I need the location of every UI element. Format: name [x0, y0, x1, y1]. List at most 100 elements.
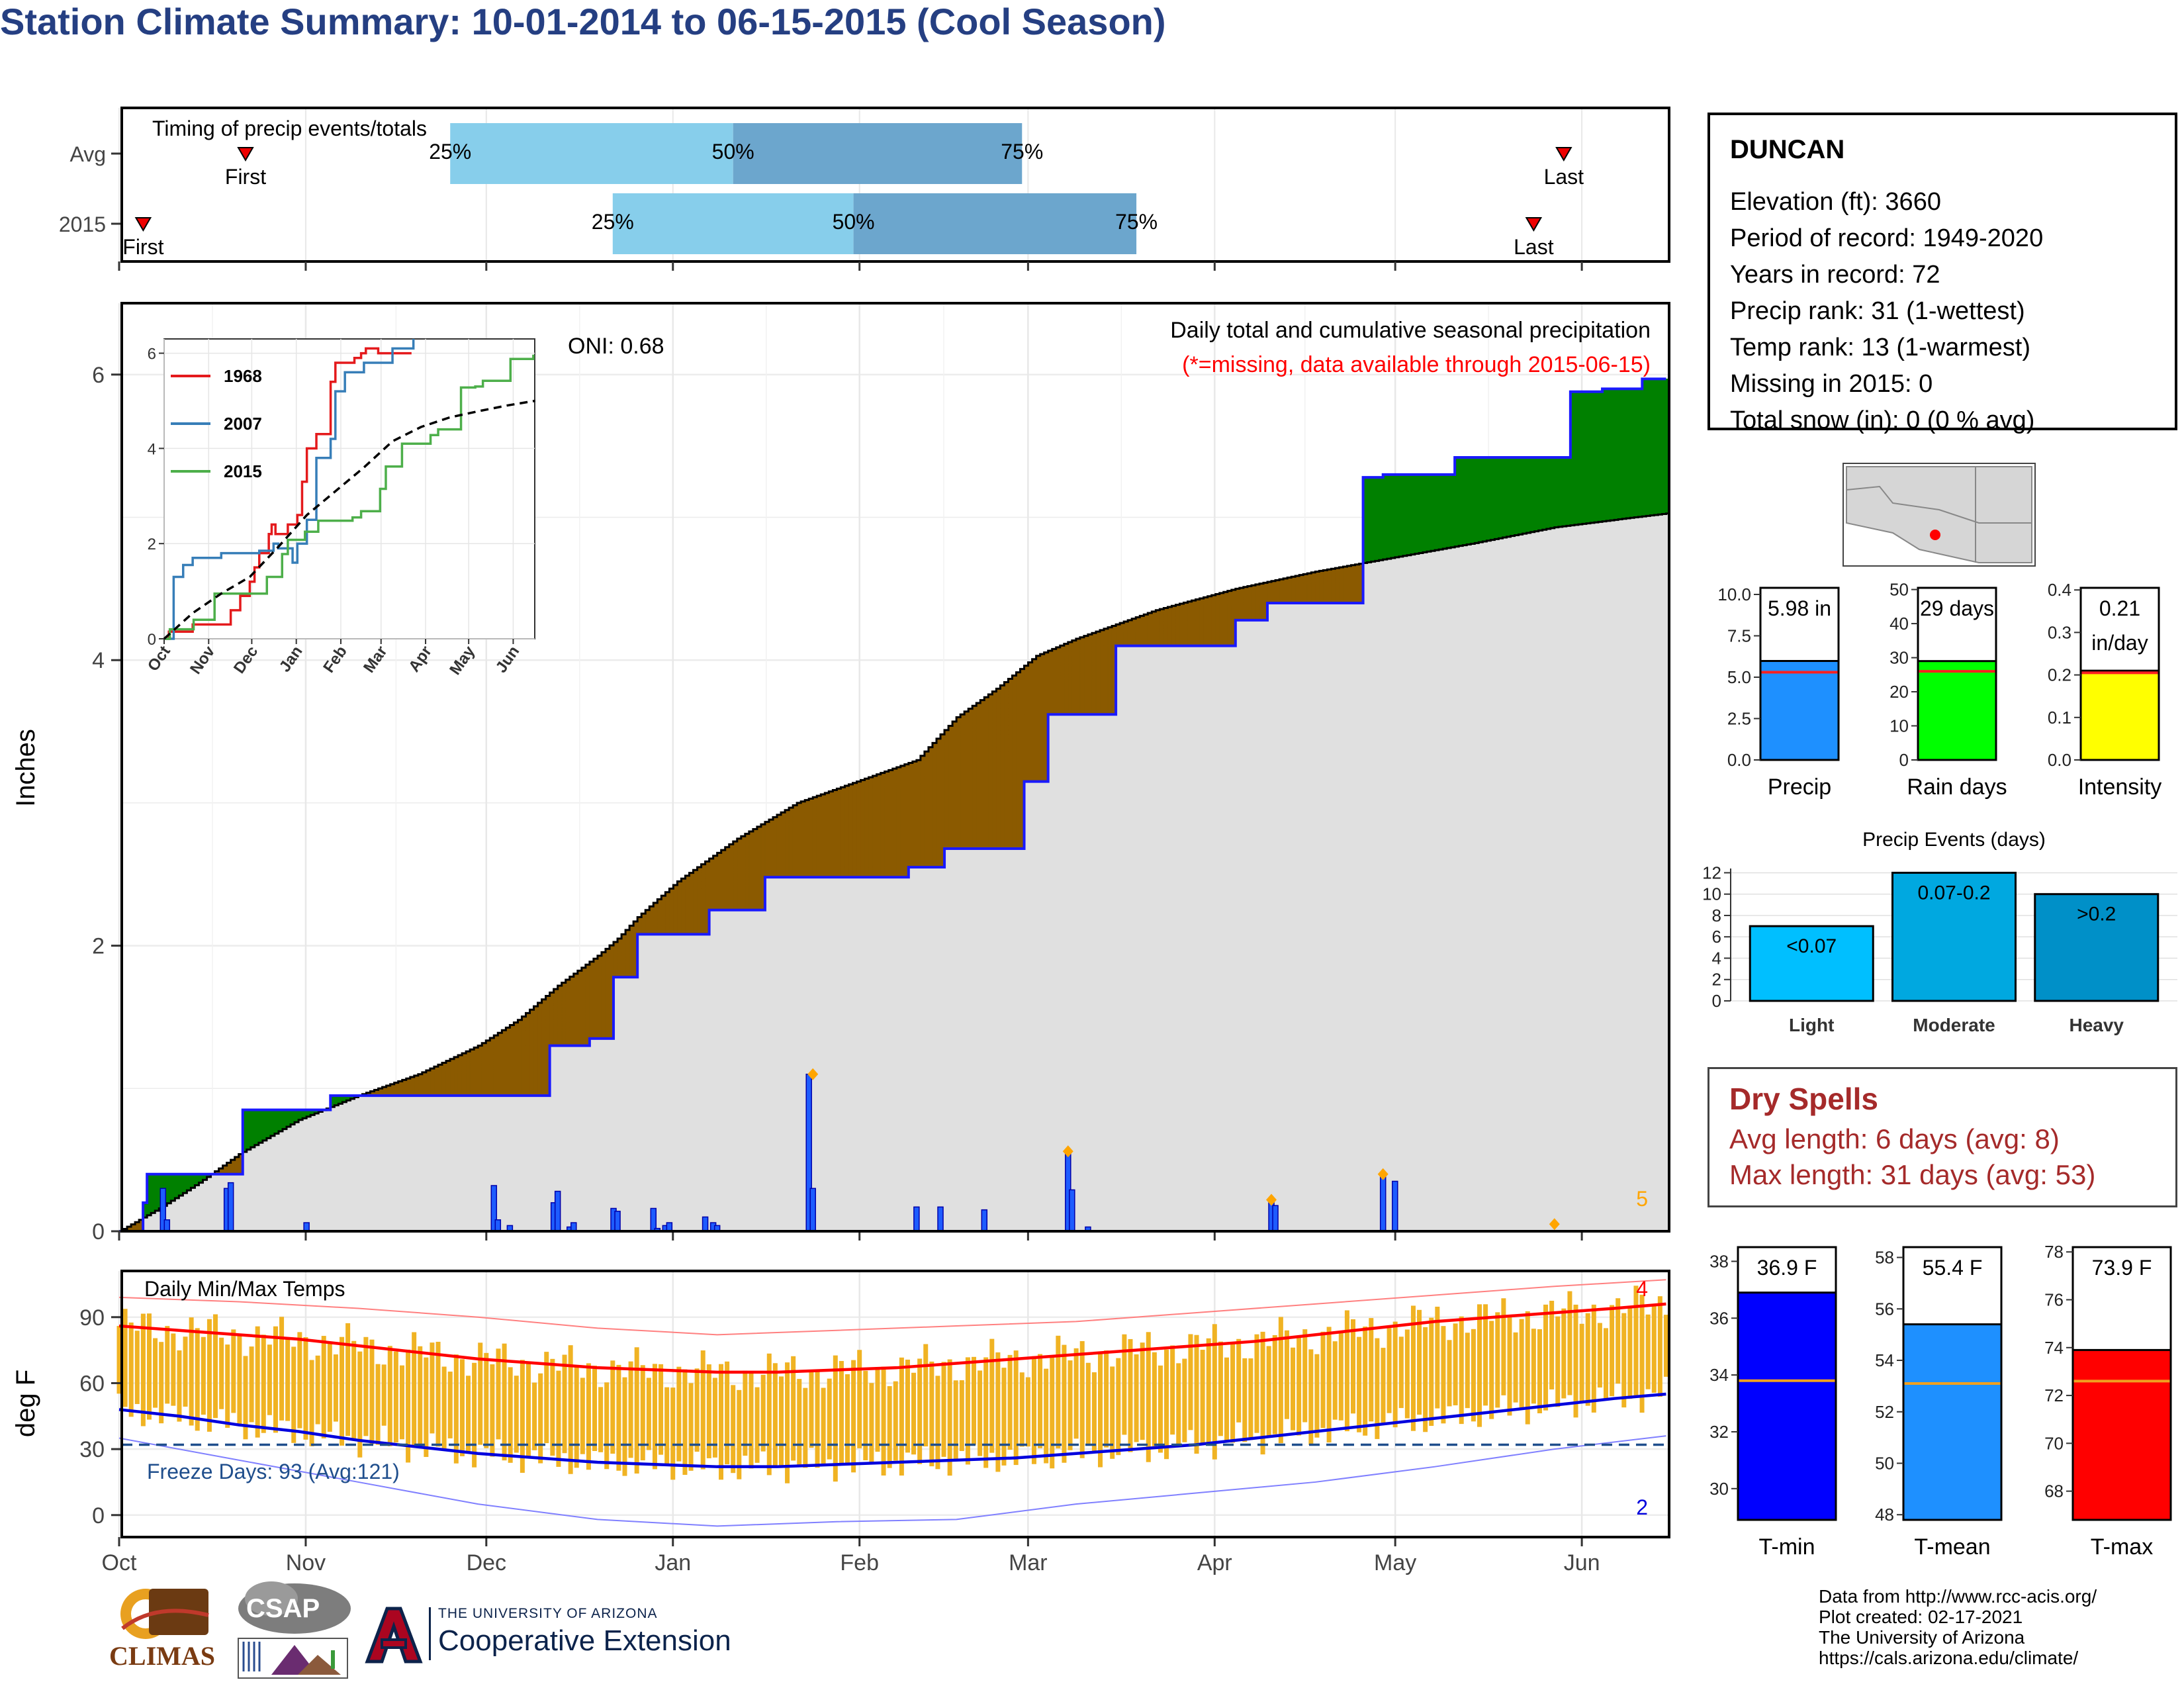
- tmax-mini-chart-y-tick-label: 76: [2044, 1290, 2064, 1310]
- daily-temp-bar: [929, 1361, 934, 1467]
- daily-temp-bar: [447, 1372, 453, 1438]
- csap-logo-icon: [238, 1581, 351, 1679]
- temperature-title: Daily Min/Max Temps: [144, 1277, 345, 1301]
- daily-precip-bar: [614, 1211, 621, 1232]
- inset-legend-label-2015: 2015: [224, 461, 262, 481]
- daily-temp-bar: [484, 1352, 489, 1448]
- daily-temp-bar: [923, 1344, 929, 1447]
- tmin-mini-chart-value-label-0: 36.9 F: [1757, 1256, 1817, 1280]
- daily-temp-bar: [1212, 1324, 1217, 1460]
- raindays-mini-chart-y-tick-label: 40: [1889, 614, 1909, 633]
- station-info-box: DUNCAN Elevation (ft): 3660 Period of re…: [1707, 113, 2177, 434]
- daily-temp-bar: [1615, 1298, 1621, 1384]
- daily-temp-bar: [345, 1323, 351, 1436]
- daily-temp-bar: [1194, 1335, 1199, 1454]
- daily-temp-bar: [1332, 1341, 1338, 1420]
- temp-x-tick-label: Jun: [1564, 1550, 1600, 1575]
- record-max-line: [118, 1279, 1666, 1336]
- daily-temp-bar: [496, 1348, 501, 1440]
- daily-temp-bar: [231, 1329, 236, 1413]
- daily-temp-bar: [815, 1370, 820, 1468]
- daily-temp-bar: [1056, 1335, 1061, 1449]
- daily-temp-bar: [1302, 1329, 1308, 1423]
- daily-temp-bar: [309, 1360, 314, 1446]
- daily-temp-bar: [1604, 1328, 1609, 1399]
- events-y-tick-label: 2: [1712, 970, 1721, 990]
- daily-temp-bar: [369, 1339, 375, 1444]
- daily-temp-bar: [441, 1366, 447, 1450]
- state-map-icon: [1843, 463, 2036, 567]
- timing-row-label-0: Avg: [69, 142, 106, 166]
- cumulative-y-axis-label: Inches: [11, 729, 40, 807]
- precip-mini-chart-y-tick-label: 7.5: [1727, 626, 1751, 646]
- tmax-mini-chart: 73.9 F 68 70 72 74 76 78 T-max: [2044, 1242, 2172, 1560]
- intensity-mini-chart-y-tick-label: 0.4: [2048, 580, 2071, 600]
- daily-temp-bar: [989, 1338, 995, 1453]
- daily-precip-bar: [1069, 1189, 1075, 1232]
- tmean-mini-chart-bar: [1902, 1323, 2003, 1521]
- timing-last-label-1: Last: [1514, 235, 1554, 259]
- daily-temp-bar: [1254, 1334, 1259, 1433]
- daily-temp-bar: [1218, 1341, 1223, 1436]
- tmax-mini-chart-bar: [2071, 1348, 2172, 1521]
- station-name: DUNCAN: [1730, 135, 1845, 164]
- timing-first-label-1: First: [122, 235, 163, 259]
- daily-temp-bar: [1085, 1362, 1091, 1444]
- precip-mini-chart-bar: [1759, 660, 1840, 761]
- intensity-mini-chart: 0.21 in/day 0.0 0.1 0.2 0.3 0.4 Intensity: [2048, 580, 2161, 800]
- daily-temp-bar: [959, 1380, 964, 1452]
- daily-temp-bar: [659, 1364, 664, 1455]
- period-text: Period of record: 1949-2020: [1730, 224, 2044, 252]
- dry-max-text: Max length: 31 days (avg: 53): [1729, 1159, 2096, 1190]
- daily-temp-bar: [1404, 1329, 1410, 1419]
- events-bar-moderate: [1891, 871, 2017, 1002]
- daily-temp-bar: [1164, 1349, 1169, 1460]
- timing-p75-label-0: 75%: [1001, 140, 1043, 164]
- temp-corner-top: 4: [1636, 1277, 1648, 1301]
- daily-temp-bar: [122, 1309, 128, 1407]
- daily-temp-bar: [634, 1347, 639, 1474]
- daily-temp-bar: [983, 1357, 989, 1468]
- events-bar-light: [1749, 925, 1874, 1002]
- daily-temp-bar: [291, 1346, 296, 1443]
- tmin-mini-chart: 36.9 F 30 32 34 36 38 T-min: [1709, 1246, 1837, 1560]
- daily-temp-bar: [1134, 1354, 1139, 1442]
- ua-logo-big-text: Cooperative Extension: [438, 1624, 731, 1657]
- daily-temp-bar: [1338, 1331, 1343, 1421]
- daily-precip-marker: [1549, 1218, 1560, 1231]
- daily-temp-bar: [1176, 1363, 1181, 1447]
- events-bar-label-moderate: 0.07-0.2: [1917, 882, 1990, 904]
- intensity-mini-chart-value-label-1: in/day: [2091, 631, 2148, 655]
- temp-y-tick-label: 30: [79, 1437, 105, 1462]
- tmean-mini-chart-value-label-0: 55.4 F: [1923, 1256, 1983, 1280]
- events-category-light: Light: [1789, 1015, 1834, 1035]
- season-cumulative-line: [119, 377, 1666, 1233]
- daily-temp-bar: [520, 1360, 525, 1473]
- daily-temp-bar: [725, 1361, 730, 1465]
- cumulative-subtitle: (*=missing, data available through 2015-…: [1182, 352, 1651, 377]
- inset-series-2015: [164, 354, 535, 640]
- daily-temp-bar: [1477, 1304, 1482, 1427]
- daily-temp-bar: [1031, 1356, 1036, 1464]
- daily-temp-bar: [1248, 1358, 1253, 1440]
- daily-temp-bar: [351, 1340, 357, 1441]
- daily-temp-bar: [1230, 1344, 1236, 1443]
- daily-temp-bar: [1019, 1372, 1024, 1447]
- daily-temp-bar: [935, 1376, 940, 1470]
- tmin-mini-chart-y-tick-label: 34: [1709, 1365, 1729, 1385]
- daily-temp-bar: [827, 1378, 832, 1460]
- events-bar-heavy: [2034, 893, 2160, 1002]
- daily-temp-bar: [598, 1387, 604, 1452]
- daily-precip-bar: [937, 1206, 944, 1232]
- temp-x-tick-label: Mar: [1009, 1550, 1048, 1575]
- daily-temp-bar: [1158, 1365, 1163, 1453]
- daily-temp-bar: [243, 1356, 248, 1440]
- tmax-mini-chart-y-tick-label: 72: [2044, 1385, 2064, 1405]
- daily-precip-marker: [1377, 1168, 1388, 1180]
- daily-temp-bar: [490, 1364, 495, 1457]
- daily-temp-bar: [472, 1362, 477, 1468]
- ua-logo-small-text: THE UNIVERSITY OF ARIZONA: [438, 1606, 658, 1621]
- daily-temp-bar: [978, 1370, 983, 1456]
